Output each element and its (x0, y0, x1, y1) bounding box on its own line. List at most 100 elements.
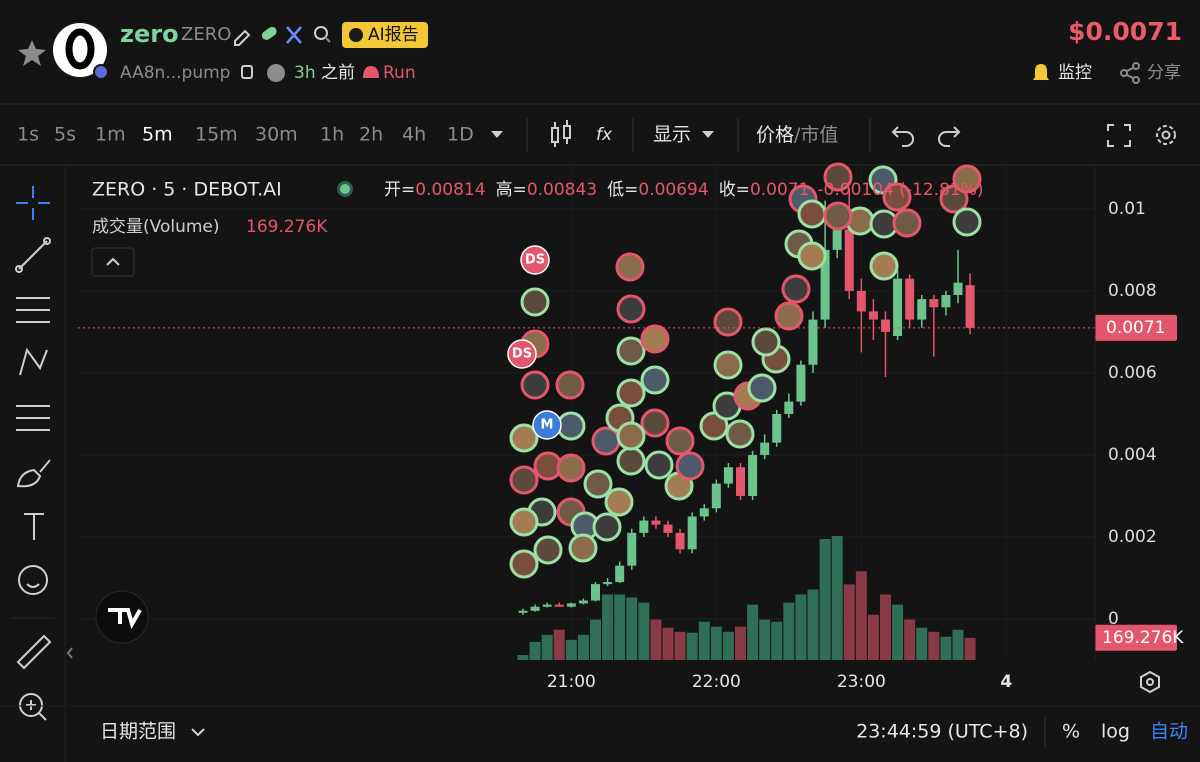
trader-avatar[interactable] (604, 487, 634, 517)
share-icon[interactable] (1120, 62, 1140, 84)
date-range-button[interactable]: 日期范围 (100, 721, 176, 743)
trader-avatar[interactable] (675, 451, 705, 481)
line-tool[interactable] (18, 240, 48, 270)
interval-button[interactable]: 2h (359, 124, 383, 146)
copy-icon[interactable] (241, 65, 253, 79)
trader-avatar[interactable] (751, 327, 781, 357)
trader-avatar[interactable] (939, 184, 969, 214)
percent-toggle[interactable]: % (1062, 721, 1080, 743)
interval-button[interactable]: 1h (320, 124, 344, 146)
auto-toggle[interactable]: 自动 (1150, 721, 1188, 743)
trader-avatar[interactable] (509, 465, 539, 495)
interval-button[interactable]: 5m (142, 124, 173, 146)
display-button[interactable]: 显示 (653, 124, 691, 146)
trader-avatar[interactable] (699, 411, 729, 441)
trader-avatar[interactable] (592, 512, 622, 542)
trader-avatar[interactable] (774, 301, 804, 331)
interval-button[interactable]: 1m (95, 124, 126, 146)
monitor-button[interactable]: 监控 (1058, 63, 1092, 83)
trader-avatar[interactable] (747, 373, 777, 403)
trader-avatar[interactable] (509, 423, 539, 453)
trader-avatar[interactable] (555, 370, 585, 400)
trader-avatar[interactable] (556, 411, 586, 441)
pattern-tool[interactable] (19, 347, 48, 376)
axis-settings[interactable] (1140, 670, 1160, 694)
trader-avatar[interactable] (568, 533, 598, 563)
trader-avatar[interactable] (892, 208, 922, 238)
market-cap-option[interactable]: 市值 (800, 124, 838, 146)
settings-button[interactable] (1156, 125, 1176, 145)
redo-button[interactable] (938, 126, 961, 147)
ruler-tool[interactable] (16, 634, 52, 670)
trader-avatar[interactable] (533, 535, 563, 565)
current-volume-tag (1095, 624, 1177, 651)
trader-avatar[interactable] (781, 274, 811, 304)
interval-button[interactable]: 1D (447, 124, 474, 146)
trader-avatar[interactable] (640, 324, 670, 354)
indicator-button[interactable]: fx (596, 125, 613, 145)
emoji-tool[interactable] (18, 565, 48, 595)
trader-avatar[interactable] (644, 450, 674, 480)
trader-marker[interactable] (507, 339, 537, 369)
trader-avatar[interactable] (616, 421, 646, 451)
trader-avatar[interactable] (520, 287, 550, 317)
trader-avatar[interactable] (616, 378, 646, 408)
favorite-star[interactable] (18, 40, 46, 66)
interval-dropdown[interactable] (491, 131, 503, 138)
fullscreen-button[interactable] (1107, 124, 1131, 147)
interval-button[interactable]: 1s (17, 124, 39, 146)
interval-button[interactable]: 5s (54, 124, 76, 146)
trader-avatar[interactable] (823, 201, 853, 231)
trader-avatar[interactable] (952, 164, 982, 194)
x-icon[interactable] (286, 26, 302, 44)
edit-icon[interactable] (234, 29, 251, 46)
trader-avatar[interactable] (665, 426, 695, 456)
trader-avatar[interactable] (591, 426, 621, 456)
trader-avatar[interactable] (556, 453, 586, 483)
trader-avatar[interactable] (615, 252, 645, 282)
trader-avatar[interactable] (713, 350, 743, 380)
trader-avatar[interactable] (952, 207, 982, 237)
collapse-legend[interactable] (91, 247, 135, 277)
brush-tool[interactable] (16, 459, 51, 488)
search-icon[interactable] (314, 26, 328, 40)
log-toggle[interactable]: log (1101, 721, 1130, 743)
collapse-toolbar[interactable] (66, 647, 73, 659)
trader-avatar[interactable] (616, 294, 646, 324)
crosshair-tool[interactable] (16, 186, 50, 220)
candle-type-icon[interactable] (551, 120, 571, 147)
interval-button[interactable]: 4h (402, 124, 426, 146)
trader-avatar[interactable] (869, 251, 899, 281)
undo-button[interactable] (891, 126, 914, 147)
zoom-tool[interactable] (19, 693, 43, 717)
trader-avatar[interactable] (616, 446, 646, 476)
trader-avatar[interactable] (713, 307, 743, 337)
ai-badge[interactable] (342, 22, 428, 48)
trader-avatar[interactable] (725, 419, 755, 449)
trader-avatar[interactable] (640, 408, 670, 438)
trader-avatar[interactable] (797, 241, 827, 271)
text-tool[interactable] (24, 513, 44, 540)
trader-avatar[interactable] (583, 469, 613, 499)
price-option[interactable]: 价格 (756, 124, 794, 146)
pill-icon[interactable] (260, 25, 278, 42)
trader-marker[interactable] (532, 410, 562, 440)
trader-avatar[interactable] (640, 365, 670, 395)
display-dropdown[interactable] (702, 131, 714, 138)
trader-avatar[interactable] (882, 182, 912, 212)
share-button[interactable]: 分享 (1147, 63, 1181, 83)
interval-button[interactable]: 30m (255, 124, 298, 146)
trader-avatar[interactable] (616, 336, 646, 366)
price-toggle[interactable]: 价格/市值 (756, 124, 838, 146)
interval-button[interactable]: 15m (195, 124, 238, 146)
trader-avatar[interactable] (520, 370, 550, 400)
projection-tool[interactable] (16, 405, 50, 431)
trader-avatar[interactable] (823, 162, 853, 192)
trader-avatar[interactable] (797, 199, 827, 229)
trader-avatar[interactable] (509, 507, 539, 537)
trader-marker[interactable] (520, 245, 550, 275)
trader-avatar[interactable] (509, 549, 539, 579)
bell-icon[interactable] (1033, 64, 1049, 80)
fib-tool[interactable] (16, 297, 50, 323)
